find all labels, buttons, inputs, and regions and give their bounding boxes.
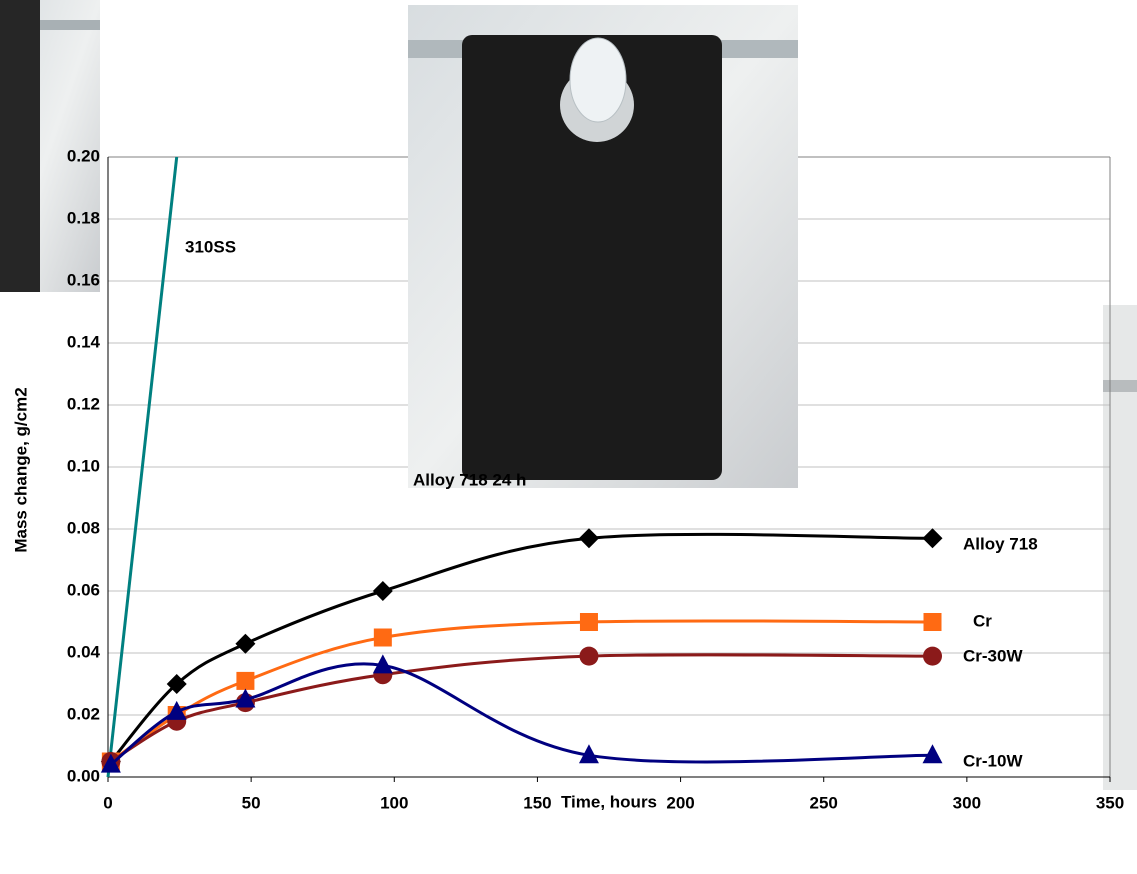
y-tick-label: 0.06 — [67, 580, 100, 599]
x-tick-label: 0 — [103, 793, 112, 812]
x-tick-label: 200 — [666, 793, 694, 812]
photo-caption: Alloy 718 24 h — [413, 470, 526, 489]
glass-rod — [570, 38, 626, 122]
x-tick-label: 250 — [810, 793, 838, 812]
y-tick-label: 0.02 — [67, 704, 100, 723]
series-label: 310SS — [185, 237, 236, 256]
marker — [580, 613, 598, 631]
y-tick-label: 0.18 — [67, 208, 100, 227]
marker — [923, 744, 943, 763]
series-line — [111, 655, 933, 762]
marker — [579, 528, 599, 548]
y-tick-label: 0.10 — [67, 456, 100, 475]
marker — [923, 528, 943, 548]
y-tick-label: 0.00 — [67, 766, 100, 785]
marker — [373, 581, 393, 601]
marker — [374, 629, 392, 647]
series-line — [111, 664, 933, 765]
series-label: Cr-10W — [963, 751, 1023, 770]
y-tick-label: 0.12 — [67, 394, 100, 413]
marker — [924, 613, 942, 631]
y-tick-label: 0.08 — [67, 518, 100, 537]
marker — [235, 634, 255, 654]
marker — [923, 647, 942, 666]
marker — [236, 672, 254, 690]
x-tick-label: 350 — [1096, 793, 1124, 812]
series-line — [111, 621, 933, 762]
series-label: Alloy 718 — [963, 534, 1038, 553]
series-line — [111, 534, 933, 761]
x-tick-label: 100 — [380, 793, 408, 812]
x-tick-label: 150 — [523, 793, 551, 812]
photo: Alloy 718 24 h — [408, 5, 798, 489]
marker — [579, 647, 598, 666]
chart: 0.00 0.02 0.04 0.06 0.08 0.10 0.12 0.14 0.16 0.18… — [0, 0, 1137, 874]
y-tick-label: 0.04 — [67, 642, 101, 661]
x-tick-label: 300 — [953, 793, 981, 812]
y-tick-label: 0.20 — [67, 146, 100, 165]
series-label: Cr-30W — [963, 646, 1023, 665]
x-axis-label: Time, hours — [561, 792, 657, 811]
right-photo — [1103, 305, 1137, 790]
y-tick-label: 0.16 — [67, 270, 100, 289]
series-label: Cr — [973, 611, 992, 630]
x-tick-label: 50 — [242, 793, 261, 812]
y-axis-label: Mass change, g/cm2 — [11, 387, 30, 552]
y-tick-label: 0.14 — [67, 332, 101, 351]
